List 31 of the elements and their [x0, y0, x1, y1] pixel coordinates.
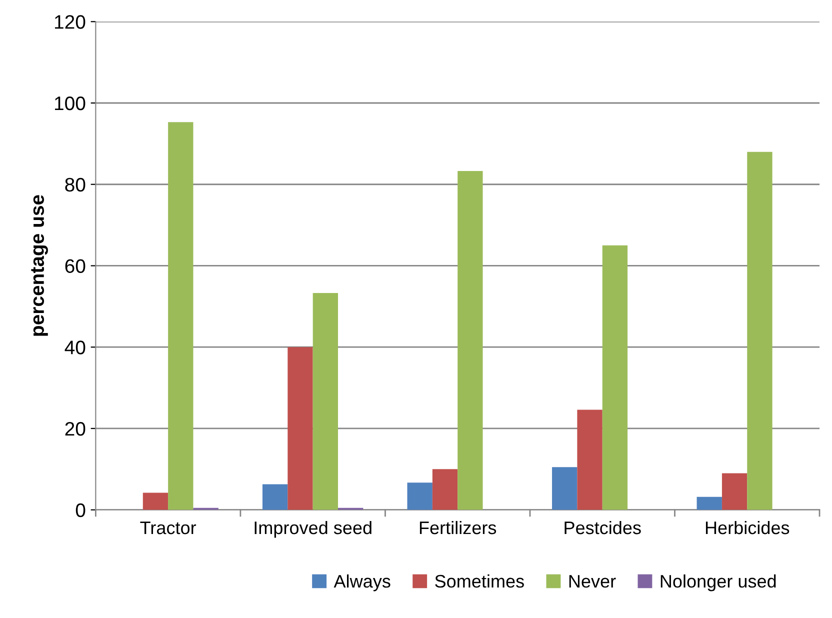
x-tick-label: Pestcides — [564, 520, 641, 534]
bar — [407, 482, 432, 510]
x-tick-label: Tractor — [140, 522, 196, 534]
x-tick-label: Herbicides — [706, 520, 790, 534]
x-tick-label: Fertilizers — [420, 520, 496, 534]
legend-label: Nolonger used — [660, 574, 776, 592]
bar — [577, 410, 602, 510]
bar — [602, 245, 628, 510]
x-tick-label: Improved seed — [254, 520, 372, 538]
legend-label: Sometimes — [435, 574, 524, 588]
y-tick-label: 40 — [64, 340, 86, 354]
bar — [696, 496, 722, 510]
bar — [168, 122, 194, 510]
y-tick-label: 100 — [55, 96, 86, 110]
bar — [458, 170, 483, 510]
y-axis-title: percentage use — [31, 195, 48, 336]
legend-label: Never — [569, 575, 616, 588]
y-tick-label: 60 — [65, 259, 86, 273]
bar — [747, 152, 772, 510]
y-tick-label: 20 — [65, 422, 86, 436]
bar — [142, 492, 168, 510]
legend-label: Always — [334, 574, 390, 592]
y-tick-label: 80 — [65, 178, 86, 192]
bar — [722, 473, 748, 510]
bar — [312, 293, 338, 510]
bar — [432, 469, 458, 510]
y-tick-label: 120 — [55, 15, 86, 29]
y-tick-label: 0 — [76, 503, 86, 518]
bar — [552, 467, 578, 510]
bar — [262, 484, 288, 510]
bar — [288, 347, 313, 510]
